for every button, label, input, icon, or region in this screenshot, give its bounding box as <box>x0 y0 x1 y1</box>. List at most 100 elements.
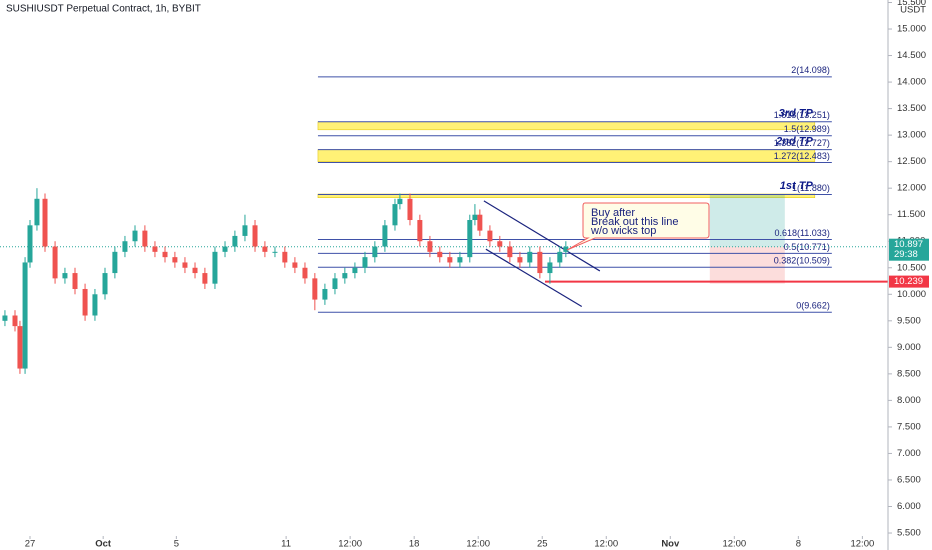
note-line: Buy after <box>591 207 635 219</box>
candle-body <box>182 262 188 268</box>
y-tick-label: 10.500 <box>897 262 926 273</box>
fib-label: 0(9.662) <box>796 301 830 311</box>
y-tick-label: 14.000 <box>897 77 926 88</box>
countdown: 29:38 <box>894 249 918 260</box>
candle-body <box>322 288 328 300</box>
candle-body <box>22 262 28 369</box>
y-tick-label: 15.500 <box>897 0 926 8</box>
y-tick-label: 8.500 <box>897 368 921 379</box>
stop-price-tag <box>889 275 929 288</box>
fib-label: 1.618(13.251) <box>774 110 830 120</box>
profit-zone <box>709 194 785 247</box>
candle-body <box>212 251 218 284</box>
candle-body <box>82 288 88 316</box>
candle-body <box>427 241 433 252</box>
candle-body <box>457 257 463 263</box>
candle-body <box>92 294 98 316</box>
candle-body <box>282 251 288 263</box>
y-tick-label: 8.000 <box>897 395 921 406</box>
candle-body <box>563 246 569 252</box>
candle-body <box>487 230 493 242</box>
y-tick-label: 9.500 <box>897 315 921 326</box>
candle-body <box>447 257 453 263</box>
loss-zone <box>709 246 785 284</box>
candle-body <box>17 326 23 369</box>
stop-price-label: 10.239 <box>894 276 923 287</box>
candle-body <box>472 214 478 221</box>
callout: Buy after Break out this line w/o wicks … <box>566 202 710 251</box>
candle-body <box>52 246 58 279</box>
y-tick-label: 12.500 <box>897 156 926 167</box>
plot-area: 3rd TP 2nd TP 1st TP 2(14.098) 1.618(13.251)… <box>0 65 888 374</box>
candle-body <box>192 267 198 274</box>
candle-body <box>252 225 258 247</box>
candle-body <box>437 251 443 258</box>
candle-body <box>232 235 238 247</box>
fib-label: 2(14.098) <box>791 65 830 75</box>
x-tick-label: Nov <box>661 539 680 550</box>
fib-label: 1.5(12.989) <box>784 124 830 134</box>
x-tick-label: 18 <box>409 539 420 550</box>
y-tick-label: 6.500 <box>897 474 921 485</box>
candle-body <box>62 273 68 279</box>
note-line: Break out this line <box>591 216 678 228</box>
y-tick-label: 11.500 <box>897 209 925 220</box>
channel-line <box>483 200 601 272</box>
channel-line <box>485 248 583 308</box>
x-tick-label: 8 <box>796 539 801 550</box>
x-tick-label: 12:00 <box>850 539 874 550</box>
fib-label: 0.5(10.771) <box>784 242 830 252</box>
candle-body <box>417 220 423 242</box>
x-tick-label: 12:00 <box>594 539 618 550</box>
candle-body <box>34 198 40 226</box>
candle-body <box>312 278 318 300</box>
y-tick-label: 15.000 <box>897 24 926 35</box>
y-tick-label: 7.000 <box>897 448 921 459</box>
last-price-label: 10.897 <box>894 239 923 250</box>
tp-zone <box>317 121 816 131</box>
note-line: w/o wicks top <box>590 225 656 237</box>
callout-box <box>566 202 710 251</box>
candle-body <box>152 246 158 252</box>
candle-body <box>497 241 503 247</box>
candle-body <box>262 246 268 252</box>
x-tick-label: 12:00 <box>338 539 362 550</box>
candle-body <box>332 278 338 289</box>
candle-body <box>42 198 48 247</box>
candle-body <box>477 214 483 231</box>
y-tick-label: 10.000 <box>897 289 926 300</box>
y-tick-label: 7.500 <box>897 421 921 432</box>
candle-body <box>392 204 398 226</box>
x-tick-label: 27 <box>25 539 36 550</box>
candle-body <box>372 246 378 258</box>
tp-label: 3rd TP <box>779 108 814 120</box>
candle-body <box>527 251 533 263</box>
chart-title: SUSHIUSDT Perpetual Contract, 1h, BYBIT <box>6 4 201 15</box>
y-tick-label: 12.000 <box>897 183 926 194</box>
y-tick-label: 13.500 <box>897 103 926 114</box>
y-tick-label: 14.500 <box>897 50 926 61</box>
fib-label: 1.272(12.483) <box>774 151 830 161</box>
y-tick-label: 13.000 <box>897 130 926 141</box>
fib-label: 1.382(12.727) <box>774 138 830 148</box>
candle-body <box>112 251 118 274</box>
fib-label: 0.382(10.509) <box>774 256 830 266</box>
candle-body <box>122 241 128 252</box>
candle-body <box>132 230 138 242</box>
candle-body <box>397 198 403 205</box>
candle-body <box>407 198 413 221</box>
candle-body <box>537 251 543 274</box>
candle-body <box>342 273 348 279</box>
x-tick-label: Oct <box>95 539 112 550</box>
candle-body <box>162 251 168 258</box>
candle-body <box>382 225 388 247</box>
candle-body <box>507 246 513 258</box>
candle-body <box>557 251 563 263</box>
candle-body <box>352 267 358 274</box>
candle-body <box>72 273 78 289</box>
candle-body <box>302 267 308 279</box>
candle-body <box>202 273 208 284</box>
tp-zone <box>317 193 816 198</box>
